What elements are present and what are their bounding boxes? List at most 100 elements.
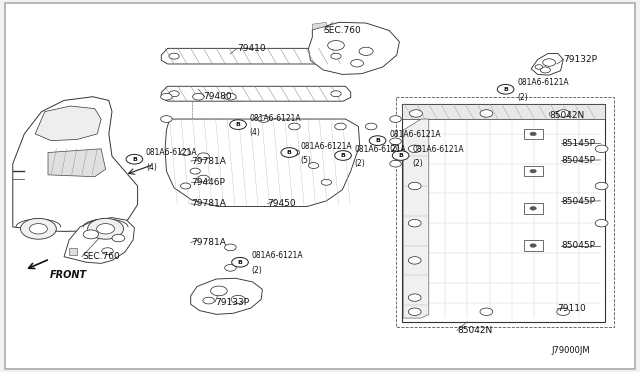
Polygon shape	[35, 106, 101, 141]
Text: (5): (5)	[301, 156, 312, 165]
Circle shape	[225, 244, 236, 251]
Circle shape	[335, 151, 351, 160]
Text: 081A6-6121A: 081A6-6121A	[250, 114, 301, 123]
Circle shape	[102, 248, 113, 254]
Polygon shape	[64, 218, 134, 263]
Text: 79450: 79450	[268, 199, 296, 208]
Circle shape	[289, 123, 300, 130]
Circle shape	[359, 47, 373, 55]
Text: 081A6-6121A: 081A6-6121A	[389, 130, 441, 139]
Text: 79781A: 79781A	[191, 157, 225, 166]
Circle shape	[161, 93, 172, 100]
Text: 85045P: 85045P	[561, 197, 595, 206]
Text: 081A6-6121A: 081A6-6121A	[355, 145, 406, 154]
Circle shape	[161, 116, 172, 122]
Circle shape	[232, 257, 248, 267]
Circle shape	[289, 150, 300, 155]
Polygon shape	[161, 48, 351, 64]
Polygon shape	[312, 22, 326, 30]
Polygon shape	[524, 166, 543, 176]
Text: (4): (4)	[250, 128, 260, 137]
Text: FRONT: FRONT	[50, 270, 87, 279]
Polygon shape	[524, 203, 543, 214]
Text: B: B	[398, 153, 403, 158]
Text: SEC.760: SEC.760	[324, 26, 362, 35]
Polygon shape	[191, 278, 262, 314]
Polygon shape	[308, 22, 399, 74]
Circle shape	[595, 182, 608, 190]
Text: B: B	[287, 150, 292, 155]
Circle shape	[190, 168, 200, 174]
Circle shape	[540, 67, 550, 73]
Circle shape	[211, 286, 227, 296]
Circle shape	[83, 230, 99, 239]
Text: 79480: 79480	[204, 92, 232, 101]
Circle shape	[308, 163, 319, 169]
Circle shape	[530, 132, 536, 136]
Circle shape	[595, 219, 608, 227]
Circle shape	[180, 150, 191, 155]
Polygon shape	[403, 119, 429, 318]
Text: 85145P: 85145P	[561, 139, 595, 148]
Circle shape	[410, 110, 422, 117]
Text: B: B	[132, 157, 137, 162]
Circle shape	[530, 244, 536, 247]
Polygon shape	[524, 240, 543, 251]
Circle shape	[408, 145, 421, 153]
Circle shape	[535, 65, 543, 69]
Text: B: B	[375, 138, 380, 143]
Circle shape	[126, 154, 143, 164]
Polygon shape	[402, 104, 605, 322]
Circle shape	[530, 169, 536, 173]
Text: B: B	[503, 87, 508, 92]
Circle shape	[335, 123, 346, 130]
Text: 79133P: 79133P	[215, 298, 249, 307]
Circle shape	[390, 116, 401, 122]
Text: 79410: 79410	[237, 44, 266, 53]
Circle shape	[193, 93, 204, 100]
Text: (2): (2)	[389, 144, 400, 153]
Polygon shape	[531, 54, 563, 75]
Circle shape	[365, 123, 377, 130]
Circle shape	[392, 151, 409, 160]
Circle shape	[408, 308, 421, 315]
Circle shape	[557, 308, 570, 315]
Circle shape	[390, 160, 401, 167]
Text: (2): (2)	[412, 159, 423, 168]
Circle shape	[112, 234, 125, 242]
Circle shape	[543, 59, 556, 66]
Polygon shape	[13, 97, 138, 231]
Text: (4): (4)	[146, 163, 157, 172]
Circle shape	[169, 53, 179, 59]
Polygon shape	[48, 149, 106, 177]
Text: 081A6-6121A: 081A6-6121A	[301, 142, 353, 151]
Circle shape	[331, 53, 341, 59]
Circle shape	[225, 93, 236, 100]
Circle shape	[198, 175, 209, 182]
Circle shape	[29, 224, 47, 234]
Circle shape	[328, 41, 344, 50]
Circle shape	[480, 110, 493, 117]
Circle shape	[230, 120, 246, 129]
Circle shape	[480, 308, 493, 315]
Polygon shape	[69, 248, 77, 255]
Circle shape	[351, 60, 364, 67]
Text: 79781A: 79781A	[191, 238, 225, 247]
Circle shape	[97, 224, 115, 234]
Text: 081A6-6121A: 081A6-6121A	[412, 145, 464, 154]
Circle shape	[88, 218, 124, 239]
Circle shape	[408, 257, 421, 264]
Polygon shape	[402, 104, 605, 119]
Text: 081A6-6121A: 081A6-6121A	[517, 78, 569, 87]
Circle shape	[595, 145, 608, 153]
Text: SEC.760: SEC.760	[82, 252, 120, 261]
Circle shape	[169, 91, 179, 97]
Text: 85045P: 85045P	[561, 156, 595, 165]
Circle shape	[530, 206, 536, 210]
Circle shape	[231, 295, 245, 304]
Circle shape	[225, 264, 236, 271]
Polygon shape	[524, 129, 543, 139]
Text: 081A6-6121A: 081A6-6121A	[252, 251, 303, 260]
Circle shape	[557, 110, 570, 117]
Text: B: B	[236, 122, 241, 127]
